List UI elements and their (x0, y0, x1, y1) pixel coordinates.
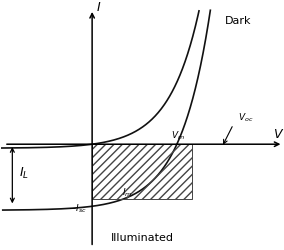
Text: Dark: Dark (225, 16, 252, 26)
Text: Illuminated: Illuminated (110, 233, 174, 243)
Text: I: I (97, 1, 101, 14)
Text: $I_m$: $I_m$ (122, 186, 133, 199)
Text: $V_m$: $V_m$ (171, 129, 185, 142)
Text: $I_L$: $I_L$ (19, 166, 29, 180)
Bar (92, 144, 192, 199)
Text: $V_{oc}$: $V_{oc}$ (239, 111, 254, 124)
Text: V: V (273, 128, 282, 141)
Text: $-I_{sc}$: $-I_{sc}$ (68, 202, 87, 215)
